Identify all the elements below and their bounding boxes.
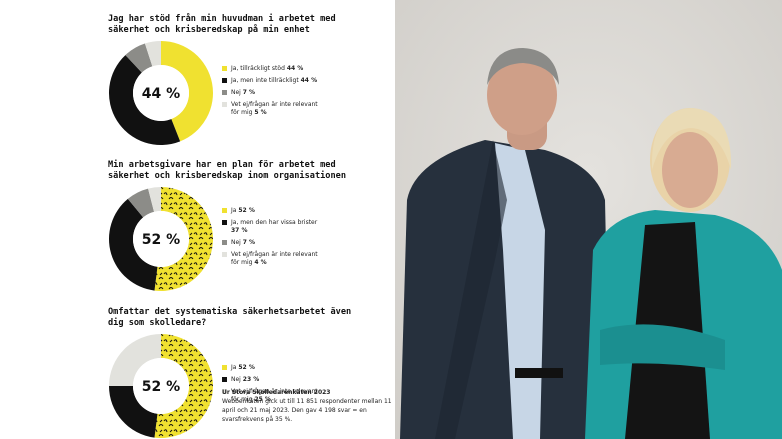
donut-segment [127,188,155,218]
donut-segment [154,187,213,291]
legend-swatch [222,102,227,107]
legend-value: 4 % [254,259,267,266]
legend-item: Ja, men den har vissa brister 37 % [222,219,322,235]
legend-swatch [222,78,227,83]
center-label: 52 % [142,232,180,248]
legend-label: Nej [231,239,241,246]
legend-value: 7 % [242,89,256,96]
legend-swatch [222,220,227,225]
donut-segment [154,334,213,438]
legend-value: 7 % [242,239,256,246]
chart-title: Min arbetsgivare har en plan för arbetet… [108,160,346,181]
legend-label: Ja, tillräckligt stöd [231,65,285,72]
legend-value: 44 % [300,77,318,84]
legend-item: Nej 23 % [222,376,322,384]
legend-label: Vet ej/frågan är inte relevant för mig [231,251,318,266]
legend-swatch [222,377,227,382]
legend: Ja, tillräckligt stöd 44 % Ja, men inte t… [222,65,322,121]
legend-label: Ja, men den har vissa brister [231,219,318,226]
legend-value: 5 % [254,109,267,116]
legend-item: Ja 52 % [222,207,322,215]
donut-segment [125,43,153,73]
legend-item: Ja, tillräckligt stöd 44 % [222,65,322,73]
donut-segment [109,334,161,386]
legend-value: 52 % [238,364,255,371]
legend: Ja 52 % Nej 23 % Vet ej/frågan är inte rel… [222,364,322,408]
legend-label: Nej [231,89,241,96]
legend-item: Vet ej/frågan är inte relevant för mig 4… [222,251,322,267]
chart-title: Jag har stöd från min huvudman i arbetet… [108,14,336,35]
legend-value: 52 % [238,207,255,214]
center-label: 52 % [142,379,180,395]
legend-label: Vet ej/frågan är inte relevant för mig [231,101,318,116]
legend-item: Ja 52 % [222,364,322,372]
legend-value: 44 % [286,65,304,72]
chart-title: Omfattar det systematiska säkerhetsarbet… [108,307,352,328]
legend-item: Vet ej/frågan är inte relevant för mig 2… [222,388,322,404]
photo [395,0,782,439]
legend-label: Ja, men inte tillräckligt [231,77,299,84]
donut-segment [161,41,214,142]
donut-hole [133,65,189,121]
legend-item: Ja, men inte tillräckligt 44 % [222,77,322,85]
donut-chart: 52 % [109,334,213,438]
donut-hole [133,358,189,414]
source-text: Webbenkäten gick ut till 11 851 responde… [222,398,392,423]
center-label: 44 % [142,86,180,102]
donut-chart: 44 % [108,41,214,146]
donut-segment [148,187,161,212]
legend-label: Ja [231,364,237,371]
legend-swatch [222,389,227,394]
legend-swatch [222,240,227,245]
legend: Ja 52 % Ja, men den har vissa brister 37 … [222,207,322,271]
donut-segment [108,198,158,291]
source-note: Ur Stora Skolledarenkäten 2023 Webbenkät… [222,388,392,424]
legend-item: Nej 7 % [222,239,322,247]
legend-swatch [222,66,227,71]
legend-item: Nej 7 % [222,89,322,97]
chart-block: Omfattar det systematiska säkerhetsarbet… [108,307,395,438]
legend-label: Nej [231,376,241,383]
legend-value: 25 % [254,396,271,403]
donut-chart: 52 % [108,187,213,291]
donut-segment [144,41,161,67]
legend-swatch [222,365,227,370]
legend-label: Vet ej/frågan är inte relevant för mig [231,388,318,403]
legend-label: Ja [231,207,237,214]
legend-value: 23 % [242,376,260,383]
legend-item: Vet ej/frågan är inte relevant för mig 5… [222,101,322,117]
source-title: Ur Stora Skolledarenkäten 2023 [222,389,331,396]
donut-hole [133,211,189,267]
chart-block: Jag har stöd från min huvudman i arbetet… [108,14,395,146]
legend-swatch [222,90,227,95]
legend-swatch [222,208,227,213]
legend-value: 37 % [231,227,248,234]
legend-swatch [222,252,227,257]
donut-segment [109,386,158,438]
donut-segment [108,55,181,146]
chart-block: Min arbetsgivare har en plan för arbetet… [108,160,395,291]
